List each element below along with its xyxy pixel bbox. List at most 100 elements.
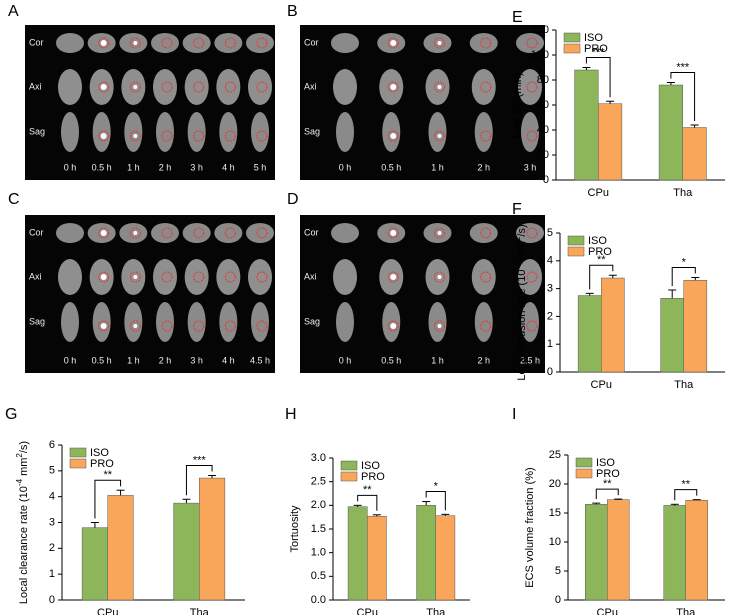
roi [526,271,538,283]
roi [434,37,445,49]
y-tick-label: 5 [547,227,553,239]
bar [682,127,707,181]
significance: ** [603,478,612,490]
roi [526,130,538,142]
roi [256,271,268,283]
y-tick-label: 2.5 [311,476,326,488]
bar [416,505,437,601]
tracer [437,324,442,328]
tracer [390,323,397,329]
legend-label: ISO [588,235,607,247]
roi [480,81,492,93]
tracer [437,134,442,138]
roi [224,81,236,93]
significance: ** [597,254,606,266]
time-label: 0 h [339,355,352,365]
x-tick-label: Tha [190,607,210,615]
bar [601,277,625,373]
legend-swatch [340,471,358,482]
brain-sag [156,302,174,342]
tracer [390,40,397,46]
row-label: Cor [29,227,44,237]
brain-cor [469,33,498,53]
roi [224,271,236,283]
brain-sag [219,112,238,152]
brain-sag [187,302,206,342]
brain-sag [521,302,539,342]
y-tick-label: 15 [549,507,561,519]
y-tick-label: 2 [547,310,553,322]
roi [161,227,173,239]
y-axis-label: ECS volume fraction (%) [524,467,536,587]
bar [685,499,708,601]
y-tick-label: 5 [555,565,561,577]
roi [129,271,141,283]
y-tick-label: 4 [547,255,553,267]
tracer [133,85,138,89]
significance-bracket [585,57,611,98]
time-label: 5 h [254,162,267,172]
roi [256,130,268,142]
tracer [390,84,397,90]
brain-cor [151,223,179,243]
x-tick-label: Tha [426,607,446,615]
legend-label: PRO [596,468,620,480]
tracer [437,85,442,89]
tracer [133,275,138,279]
significance-bracket [357,494,378,511]
roi [256,81,268,93]
y-tick-label: 60 [537,99,549,111]
roi [480,130,492,142]
brain-sag [92,112,111,152]
y-axis-label: Local clearance rate (10-4 mm2/s) [15,441,30,604]
y-tick-label: 3.0 [311,452,326,464]
significance: *** [193,454,207,466]
y-tick-label: 4 [49,491,55,503]
panel-letter: A [8,3,19,20]
time-label: 0 h [64,162,77,172]
x-tick-label: Tha [676,607,696,615]
y-label-part: mm [18,458,30,479]
y-tick-label: 10 [549,536,561,548]
significance-bracket [425,491,446,511]
brain-sag [474,302,493,342]
panel-letter: H [285,406,297,423]
roi [256,320,268,332]
bar [81,527,108,601]
y-tick-label: 1.0 [311,547,326,559]
roi [526,227,538,239]
panel-letter: G [5,406,17,423]
bar [683,280,708,373]
tracer [437,41,442,45]
y-label-part: -4 [513,262,522,270]
y-label-part: Local diffusion rate (10 [516,270,528,381]
bar [607,499,630,601]
roi [387,227,399,239]
panel-letter: E [512,9,523,26]
time-label: 0.5 h [92,355,112,365]
brain-axi [58,69,82,105]
roi [129,227,141,239]
brain-cor [214,223,243,243]
legend-swatch [563,32,581,43]
y-label-part: /s) [18,441,30,453]
brain-sag [251,112,269,152]
tracer [100,323,107,329]
tracer [100,230,107,236]
bar [435,515,456,601]
image-panel: Cor Axi Sag 0 h 0.5 h 1 h 2 h 3 h [300,25,545,180]
y-label-part: 2 [513,236,522,241]
image-panel: Cor Axi Sag 0 h 0.5 h 1 h 2 h 3 h 4 h 4.5 h [25,215,275,373]
bar [107,495,134,601]
roi [98,81,110,93]
bar [660,298,685,373]
y-tick-label: 20 [549,478,561,490]
brain-axi [518,259,542,295]
legend-label: PRO [584,43,608,55]
brain-sag [61,112,79,152]
brain-axi [184,69,209,105]
brain-sag [124,302,143,342]
brain-axi [216,259,241,295]
brain-sag [428,112,447,152]
tracer [100,84,107,90]
